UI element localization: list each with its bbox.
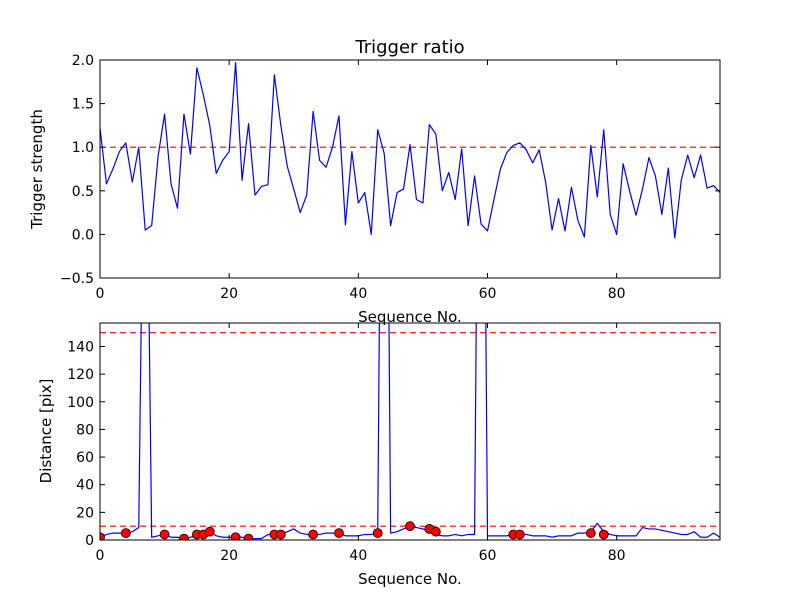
y-tick-label: 1.0 — [72, 140, 94, 156]
top-x-ticks: 0 20 40 60 80 — [96, 60, 626, 302]
bottom-plot-frame — [99, 322, 721, 541]
x-tick-label: 80 — [608, 548, 626, 564]
data-point-marker — [308, 529, 319, 540]
top-chart: Trigger ratio 0 20 40 60 80 −0.5 0.0 0.5 1.0 1.5… — [28, 37, 721, 326]
data-point-marker — [243, 533, 254, 540]
y-tick-label: 2.0 — [72, 53, 94, 69]
data-point-marker — [430, 526, 441, 537]
top-chart-title: Trigger ratio — [354, 37, 464, 58]
bottom-series-layer — [100, 323, 720, 540]
x-tick-label: 20 — [220, 286, 238, 302]
data-point-marker — [275, 529, 286, 540]
y-tick-label: 1.5 — [72, 97, 94, 113]
x-tick-label: 80 — [608, 286, 626, 302]
data-point-marker — [230, 532, 241, 540]
top-series-layer — [100, 62, 720, 239]
y-tick-label: 100 — [67, 395, 94, 411]
y-tick-label: 120 — [67, 367, 94, 383]
x-tick-label: 40 — [349, 548, 367, 564]
data-point-marker — [334, 528, 344, 538]
bottom-marker-layer — [100, 521, 609, 540]
data-point-marker — [514, 529, 525, 540]
series-line-0 — [100, 323, 720, 540]
data-point-marker — [204, 526, 215, 537]
data-point-marker — [100, 532, 105, 540]
y-tick-label: −0.5 — [60, 271, 94, 287]
data-point-marker — [405, 521, 415, 532]
x-tick-label: 60 — [479, 548, 497, 564]
top-y-axis-label: Trigger strength — [28, 109, 46, 230]
data-point-marker — [120, 528, 131, 538]
data-point-marker — [598, 529, 609, 540]
data-point-marker — [585, 528, 596, 538]
bottom-x-axis-label: Sequence No. — [358, 570, 462, 588]
x-tick-label: 0 — [96, 548, 105, 564]
top-x-axis-label: Sequence No. — [358, 308, 462, 326]
y-tick-label: 80 — [76, 422, 94, 438]
top-plot-frame — [99, 59, 721, 279]
bottom-y-ticks: 0 20 40 60 80 100 120 140 — [67, 339, 720, 549]
x-tick-label: 60 — [479, 286, 497, 302]
x-tick-label: 20 — [220, 548, 238, 564]
data-point-marker — [372, 528, 383, 538]
x-tick-label: 0 — [96, 286, 105, 302]
y-tick-label: 0.0 — [72, 227, 94, 243]
data-point-marker — [179, 533, 189, 540]
top-y-ticks: −0.5 0.0 0.5 1.0 1.5 2.0 — [60, 53, 720, 287]
bottom-threshold-layer — [100, 332, 720, 527]
bottom-x-ticks: 0 20 40 60 80 — [96, 323, 626, 564]
y-tick-label: 140 — [67, 339, 94, 355]
series-line-0 — [100, 62, 720, 239]
y-tick-label: 20 — [76, 505, 94, 521]
y-tick-label: 60 — [76, 450, 94, 466]
bottom-chart: 0 20 40 60 80 0 20 40 60 80 100 120 140 Sequence No… — [37, 322, 721, 588]
y-tick-label: 0.5 — [72, 184, 94, 200]
y-tick-label: 0 — [85, 533, 94, 549]
x-tick-label: 40 — [349, 286, 367, 302]
bottom-y-axis-label: Distance [pix] — [37, 379, 55, 484]
y-tick-label: 40 — [76, 478, 94, 494]
data-point-marker — [159, 529, 170, 540]
